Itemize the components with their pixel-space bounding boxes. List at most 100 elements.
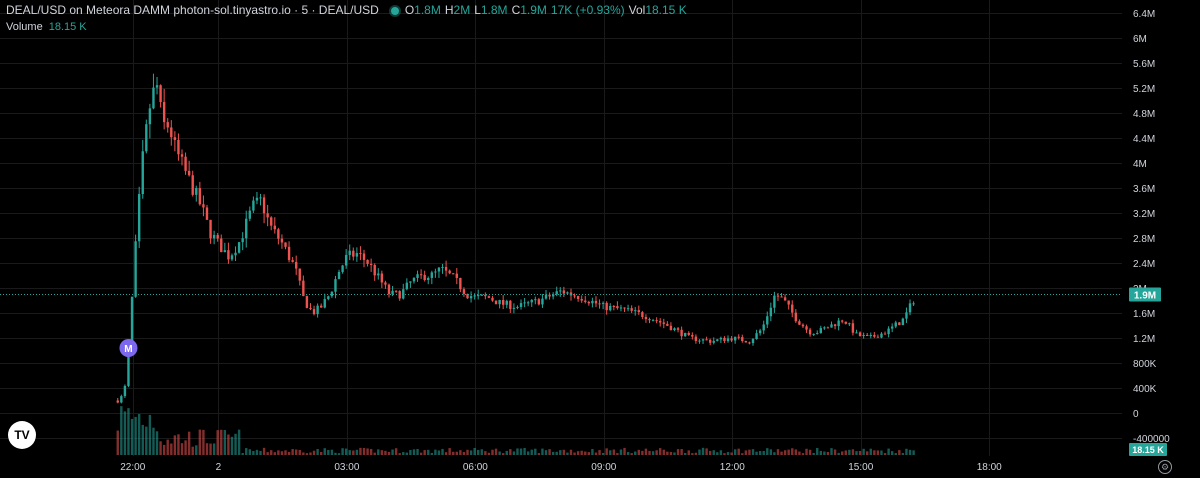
volume-bar xyxy=(812,452,815,455)
candle-body xyxy=(491,297,494,301)
volume-bar xyxy=(373,452,376,455)
volume-bar xyxy=(152,427,155,455)
gear-icon[interactable]: ⚙ xyxy=(1158,460,1172,474)
volume-bar xyxy=(116,430,119,455)
volume-bar xyxy=(352,450,355,455)
volume-bar xyxy=(245,448,248,455)
volume-bar xyxy=(359,447,362,455)
candle-body xyxy=(780,296,783,298)
volume-bar xyxy=(673,452,676,455)
candle-body xyxy=(262,197,266,214)
candle-body xyxy=(359,253,362,255)
candle-body xyxy=(659,320,662,323)
candle-body xyxy=(284,242,287,247)
candle-body xyxy=(170,127,173,138)
volume-bar xyxy=(255,449,259,455)
volume-bar xyxy=(905,448,908,455)
candle-body xyxy=(391,290,394,295)
volume-bar xyxy=(623,447,626,455)
candle-body xyxy=(862,335,865,337)
volume-bar xyxy=(337,453,341,455)
tradingview-logo-icon[interactable]: TV xyxy=(8,421,36,449)
candle-body xyxy=(833,324,837,327)
volume-bar xyxy=(516,448,519,455)
volume-bar xyxy=(634,451,637,455)
volume-bar xyxy=(630,453,633,455)
y-axis-tick-label: 3.6M xyxy=(1133,184,1155,195)
volume-badge: 18.15 K xyxy=(1132,445,1164,455)
volume-bar xyxy=(412,449,416,455)
y-axis-tick-label: 5.6M xyxy=(1133,59,1155,70)
volume-bar xyxy=(177,434,180,455)
volume-bar xyxy=(901,452,905,455)
y-axis-tick-label: -400000 xyxy=(1133,434,1170,445)
candle-body xyxy=(245,218,248,239)
volume-bar xyxy=(477,449,480,455)
volume-bar xyxy=(145,426,148,455)
candle-body xyxy=(430,272,434,278)
candle-body xyxy=(791,304,794,313)
candle-body xyxy=(691,334,694,337)
symbol-title[interactable]: DEAL/USD on Meteora DAMM photon-sol.tiny… xyxy=(6,3,379,17)
volume-bar xyxy=(694,452,698,455)
candle-body xyxy=(437,267,441,272)
candle-body xyxy=(152,87,155,109)
volume-bar xyxy=(248,449,252,455)
volume-bar xyxy=(437,450,441,455)
y-axis-tick-label: 400K xyxy=(1133,384,1157,395)
volume-bar xyxy=(384,450,387,455)
candle-body xyxy=(584,300,587,302)
volume-bar xyxy=(319,451,323,455)
volume-bar xyxy=(394,448,398,455)
volume-bar xyxy=(366,448,369,455)
candle-body xyxy=(566,292,569,294)
volume-bar xyxy=(398,453,401,455)
volume-bar xyxy=(726,452,730,455)
volume-bar xyxy=(791,448,794,455)
volume-bar xyxy=(616,453,619,455)
high-value: 2M xyxy=(453,3,471,17)
volume-bar xyxy=(601,452,605,455)
volume-bar xyxy=(501,453,505,455)
candle-body xyxy=(162,102,166,123)
candle-body xyxy=(616,306,619,309)
volume-legend[interactable]: Volume 18.15 K xyxy=(6,20,87,34)
volume-bar xyxy=(883,453,887,455)
candle-body xyxy=(712,340,715,343)
volume-bar xyxy=(751,449,755,455)
candle-body xyxy=(609,305,612,311)
volume-bar xyxy=(894,453,897,455)
volume-bar xyxy=(741,453,744,455)
volume-bar xyxy=(683,452,687,455)
volume-bar xyxy=(819,450,823,455)
candle-body xyxy=(295,261,298,269)
candle-body xyxy=(270,217,273,226)
candle-body xyxy=(637,310,640,313)
candle-body xyxy=(509,300,512,309)
candle-body xyxy=(683,332,687,337)
volume-bar xyxy=(769,449,773,455)
volume-bar xyxy=(487,452,491,455)
candle-body xyxy=(127,349,130,386)
volume-bar xyxy=(748,449,751,455)
candle-body xyxy=(823,327,826,329)
y-axis-tick-label: 800K xyxy=(1133,359,1157,370)
candle-body xyxy=(316,305,319,315)
volume-bar xyxy=(701,447,705,455)
x-axis-tick-label: 22:00 xyxy=(120,462,145,473)
candle-body xyxy=(487,296,491,298)
candle-body xyxy=(394,290,398,292)
volume-bar xyxy=(669,451,673,455)
candle-body xyxy=(601,302,605,304)
volume-bar xyxy=(505,450,508,455)
candle-body xyxy=(362,253,366,260)
volume-bar xyxy=(862,448,865,455)
candle-body xyxy=(605,302,608,311)
candle-body xyxy=(705,339,708,341)
x-axis-tick-label: 09:00 xyxy=(591,462,616,473)
vol-value: 18.15 K xyxy=(645,3,687,17)
candle-body xyxy=(369,263,373,265)
volume-bar xyxy=(312,450,316,455)
candle-body xyxy=(837,320,840,327)
